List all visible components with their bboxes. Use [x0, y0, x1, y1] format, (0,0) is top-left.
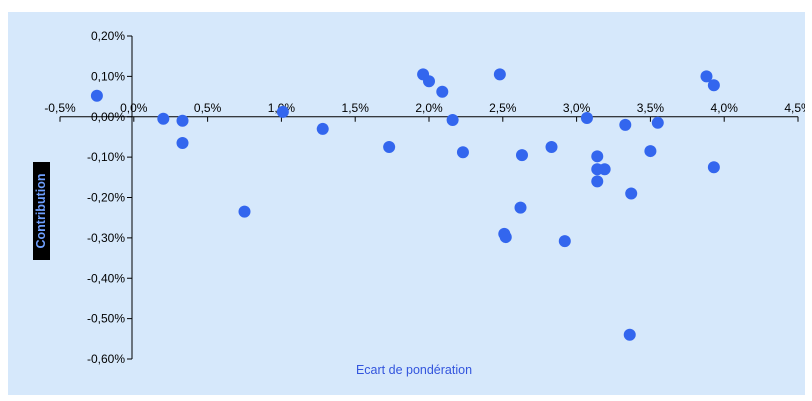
- y-tick-label: -0,60%: [87, 352, 125, 366]
- y-tick-label: 0,10%: [91, 69, 125, 83]
- data-point: [625, 187, 638, 200]
- y-tick-label: -0,50%: [87, 312, 125, 326]
- y-tick-label: -0,10%: [87, 150, 125, 164]
- data-point: [700, 70, 713, 83]
- x-tick-label: 0,0%: [120, 101, 148, 115]
- y-axis-title: Contribution: [34, 173, 48, 249]
- data-point: [316, 122, 329, 135]
- data-point: [644, 145, 657, 158]
- data-point: [423, 75, 435, 88]
- data-point: [707, 79, 720, 92]
- x-tick-label: 2,0%: [415, 101, 443, 115]
- y-tick-label: 0,20%: [91, 29, 125, 43]
- data-point: [545, 141, 558, 154]
- data-point: [276, 105, 289, 118]
- data-point: [591, 175, 604, 188]
- data-point: [707, 161, 720, 174]
- data-point: [90, 89, 103, 102]
- x-tick-label: 3,5%: [637, 101, 665, 115]
- data-point: [456, 146, 469, 159]
- x-tick-label: 0,5%: [194, 101, 222, 115]
- data-point: [515, 149, 528, 162]
- data-point: [651, 116, 664, 129]
- y-axis-title-background: [33, 162, 50, 260]
- data-point: [558, 235, 571, 248]
- y-tick-label: 0,00%: [91, 110, 125, 124]
- data-point: [238, 205, 251, 218]
- data-point: [580, 111, 593, 124]
- data-point: [446, 113, 459, 126]
- y-tick-label: -0,20%: [87, 191, 125, 205]
- data-point: [619, 118, 632, 131]
- data-point: [598, 163, 611, 176]
- data-point: [383, 141, 396, 154]
- y-tick-label: -0,40%: [87, 271, 125, 285]
- x-tick-label: 4,5%: [784, 101, 805, 115]
- chart-area: -0,5%0,0%0,5%1,0%1,5%2,0%2,5%3,0%3,5%4,0…: [8, 12, 805, 395]
- x-axis-title: Ecart de pondération: [356, 363, 472, 377]
- data-point: [499, 231, 512, 244]
- data-point: [176, 136, 189, 149]
- data-point: [157, 112, 170, 125]
- x-tick-label: 2,5%: [489, 101, 517, 115]
- x-tick-label: 3,0%: [563, 101, 591, 115]
- data-point: [514, 201, 527, 214]
- data-point: [493, 68, 506, 81]
- x-tick-label: 4,0%: [711, 101, 739, 115]
- data-point: [591, 150, 604, 163]
- x-tick-label: 1,5%: [342, 101, 370, 115]
- y-tick-label: -0,30%: [87, 231, 125, 245]
- data-point: [436, 85, 449, 98]
- scatter-plot: -0,5%0,0%0,5%1,0%1,5%2,0%2,5%3,0%3,5%4,0…: [44, 29, 805, 377]
- data-point: [623, 328, 636, 341]
- data-point: [176, 114, 189, 127]
- x-tick-label: -0,5%: [44, 101, 76, 115]
